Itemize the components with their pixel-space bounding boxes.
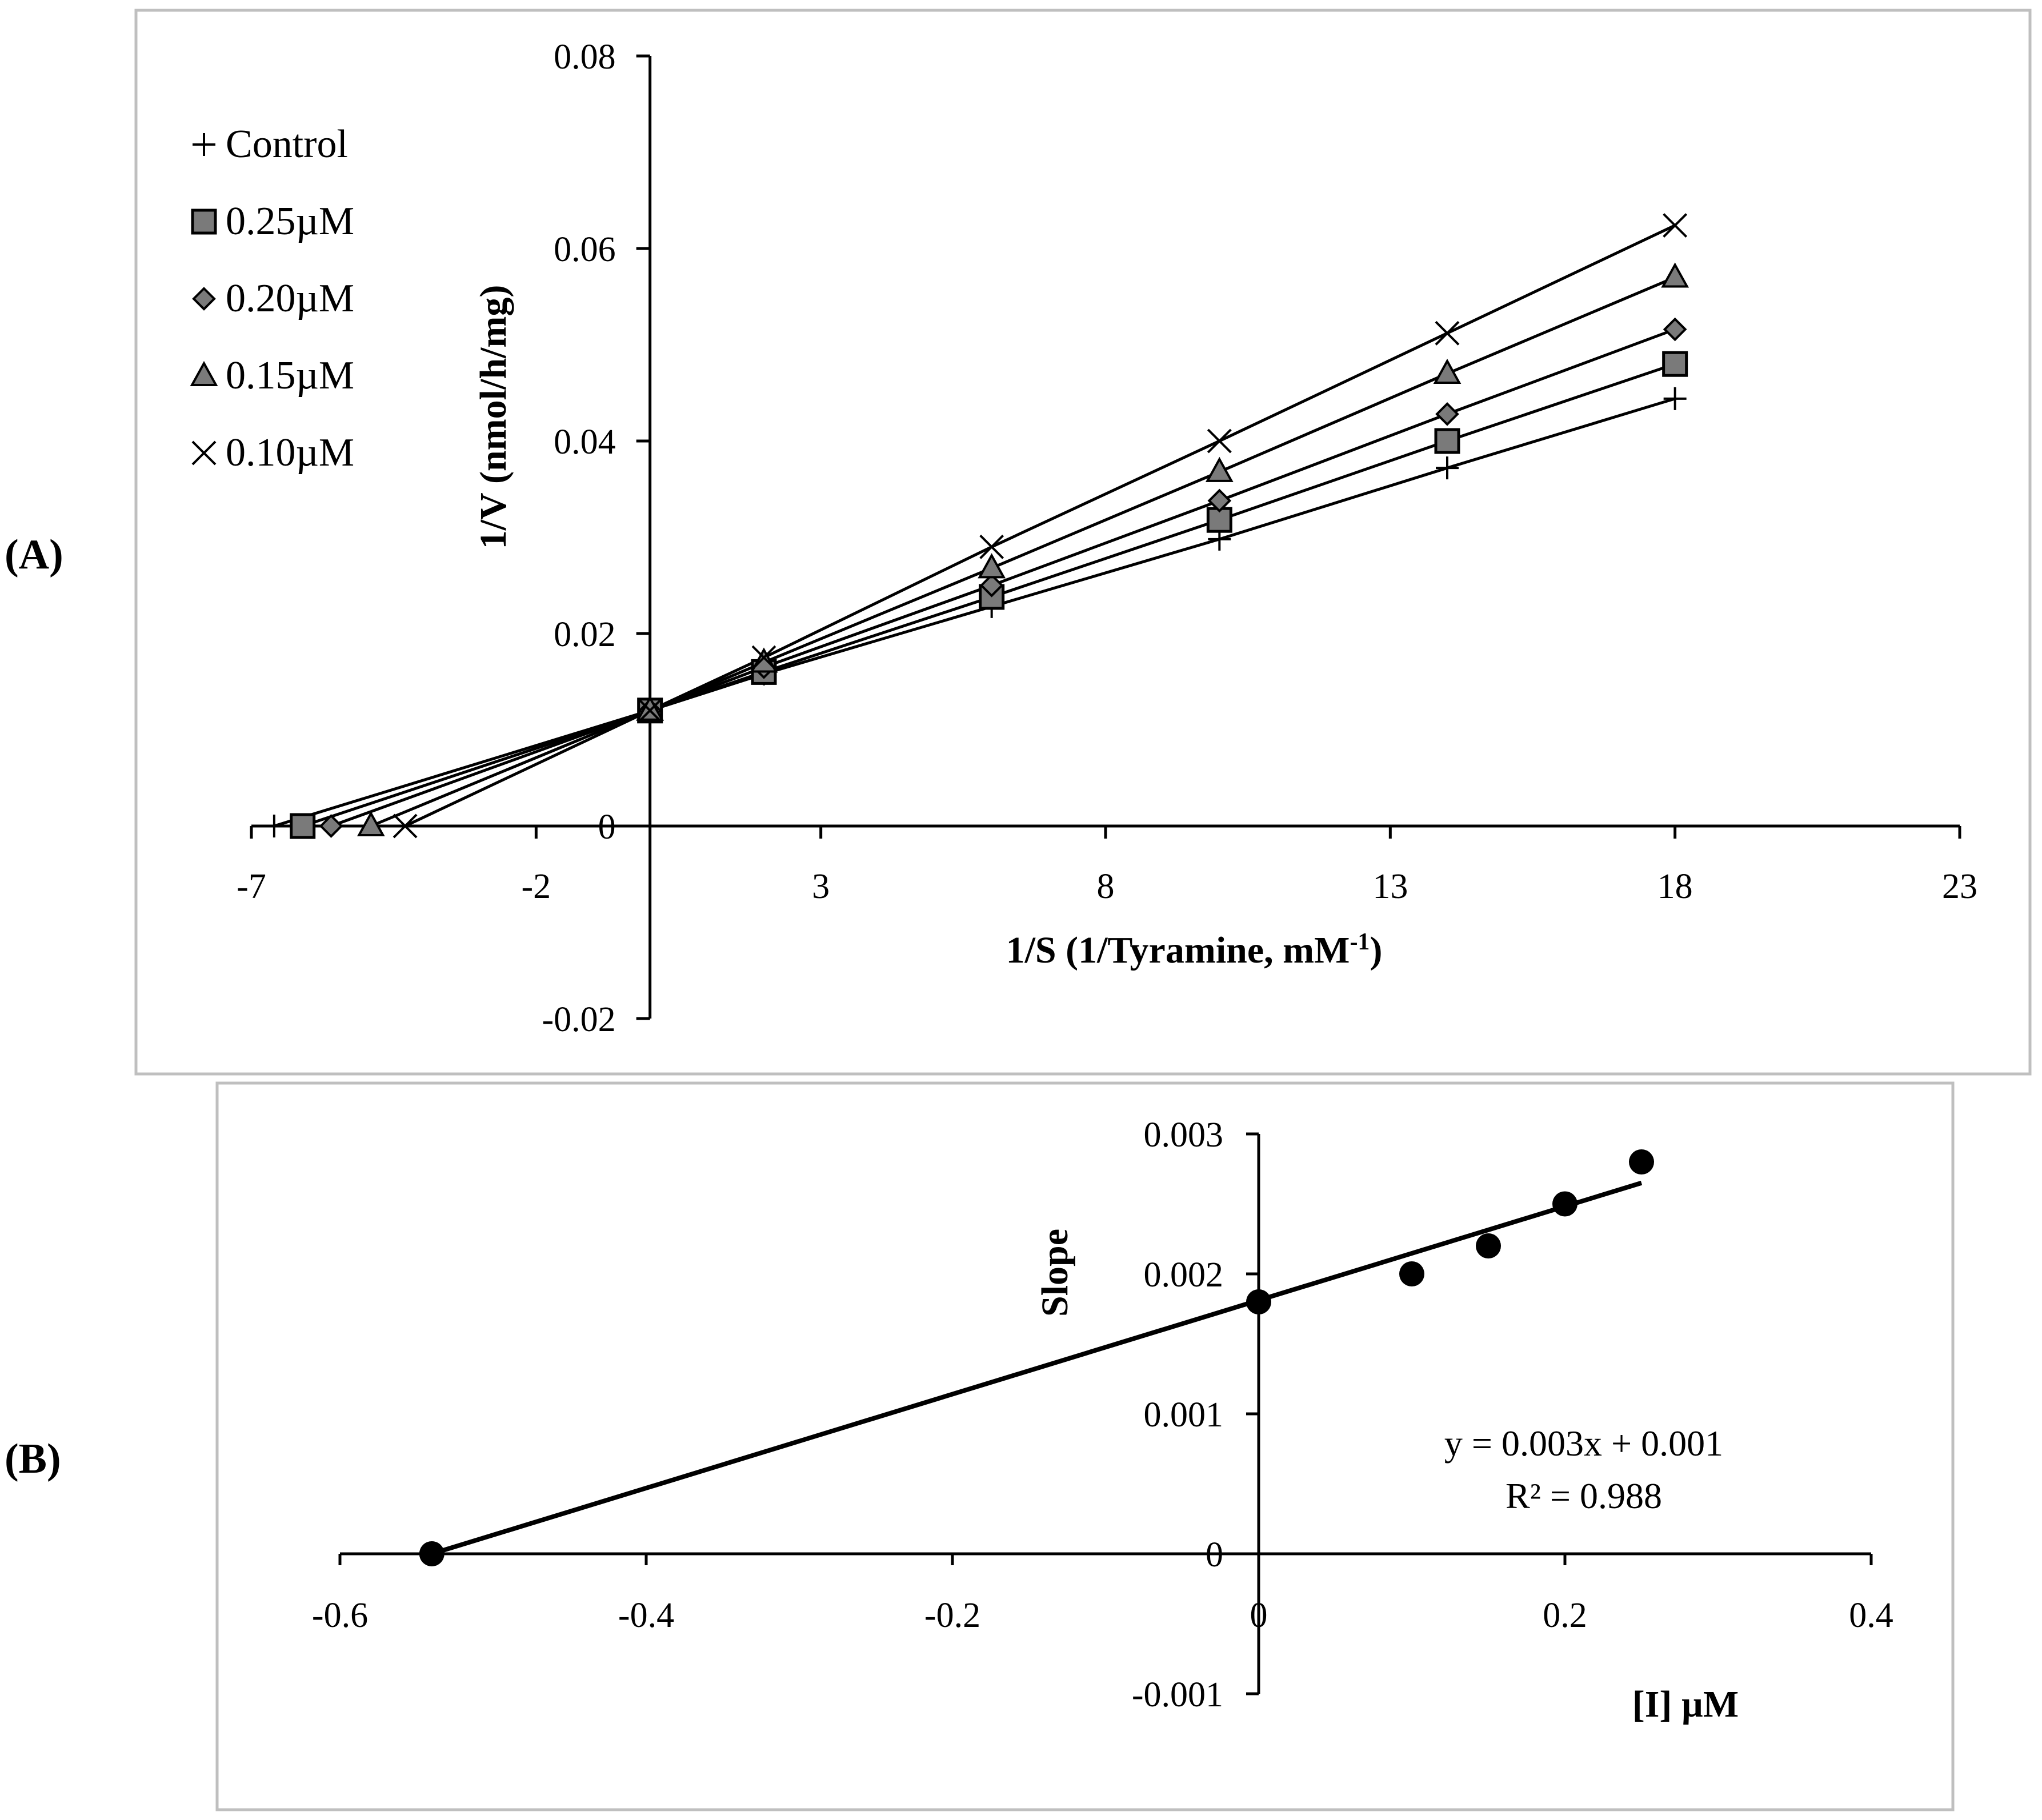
chart-b-y-tick-label: 0.003 (1144, 1116, 1224, 1154)
chart-a-x-tick-label: -7 (237, 867, 266, 906)
chart-a-x-tick-label: 23 (1942, 867, 1977, 906)
chart-b-equation: y = 0.003x + 0.001 (1444, 1423, 1723, 1464)
legend-marker-2 (192, 287, 216, 311)
chart-b-x-tick-label: 0.2 (1543, 1596, 1587, 1635)
data-point-s2-3 (979, 573, 1004, 598)
data-point-s0-6 (1663, 387, 1687, 410)
chart-b-r-squared: R² = 0.988 (1506, 1476, 1662, 1516)
chart-b-x-tick-label: -0.2 (924, 1596, 980, 1635)
legend-entry-4: 0.10µM (191, 431, 354, 475)
data-point-s1-0 (290, 813, 316, 839)
legend-marker-3 (190, 360, 218, 386)
data-point-4 (1552, 1191, 1577, 1217)
legend-label: Control (226, 122, 348, 166)
chart-b-x-tick-label: 0 (1250, 1596, 1268, 1635)
data-point-s3-4 (1205, 456, 1234, 482)
chart-a-y-tick-label: 0 (598, 808, 616, 847)
legend-marker-4 (191, 440, 217, 466)
data-point-s0-5 (1436, 456, 1459, 480)
chart-a-x-tick-label: -2 (522, 867, 551, 906)
data-point-0 (419, 1541, 445, 1566)
data-point-s3-1 (636, 695, 664, 721)
data-point-1 (1246, 1289, 1271, 1314)
chart-a-x-tick-label: 18 (1657, 867, 1693, 906)
chart-b-x-axis-title: [I] µM (1632, 1683, 1739, 1725)
chart-b-x-tick-label: 0.4 (1849, 1596, 1893, 1635)
legend-label: 0.20µM (226, 276, 354, 320)
chart-a-markers (262, 213, 1689, 839)
data-point-s3-3 (978, 553, 1006, 579)
panel-a-frame (134, 9, 2032, 1076)
data-point-s2-0 (319, 814, 343, 838)
series-line-3 (370, 276, 1676, 828)
data-point-s4-5 (1435, 320, 1460, 346)
chart-b-trendline-group (431, 1180, 1643, 1556)
chart-a-x-tick-label: 8 (1097, 867, 1115, 906)
legend-entry-1: 0.25µM (191, 199, 354, 243)
data-point-s3-2 (750, 647, 778, 673)
chart-b-points (419, 1149, 1654, 1566)
chart-b-x-tick-label: -0.4 (618, 1596, 674, 1635)
legend-marker-1 (191, 209, 217, 235)
chart-b-y-tick-label: -0.001 (1132, 1675, 1223, 1714)
chart-a-tick-labels: -7 -2 3 8 13 18 23 -0.02 0 0.02 0.04 0.06 0.08 (237, 38, 1977, 1039)
data-point-s4-6 (1663, 213, 1688, 238)
panel-b-label: (B) (5, 1436, 61, 1482)
chart-b-y-tick-label: 0 (1206, 1536, 1223, 1574)
chart-b-y-axis-title: Slope (1034, 1229, 1076, 1317)
chart-b-axes (338, 1132, 1873, 1695)
data-point-s3-0 (357, 811, 385, 836)
data-point-s4-0 (393, 813, 418, 839)
panel-a-label: (A) (5, 531, 63, 578)
chart-a-y-tick-label: -0.02 (542, 1000, 616, 1039)
series-line-4 (405, 224, 1676, 828)
trendline (431, 1180, 1643, 1556)
chart-a-y-tick-label: 0.08 (554, 38, 616, 77)
data-point-5 (1629, 1149, 1654, 1174)
chart-a-x-tick-label: 13 (1372, 867, 1408, 906)
chart-b-x-tick-label: -0.6 (312, 1596, 368, 1635)
data-point-s4-2 (751, 645, 776, 670)
data-point-s4-1 (638, 698, 663, 723)
data-point-2 (1399, 1261, 1424, 1286)
chart-a: -7 -2 3 8 13 18 23 -0.02 0 0.02 0.04 0.06 0.08 1/S (… (190, 38, 1977, 1039)
legend-marker-0 (193, 133, 215, 156)
chart-b: -0.6 -0.4 -0.2 0 0.2 0.4 -0.001 0 0.001 0.002 0.00… (312, 1116, 1893, 1725)
data-point-s3-5 (1433, 358, 1462, 384)
data-point-3 (1476, 1233, 1501, 1258)
panel-b-frame (215, 1081, 1955, 1811)
data-point-s2-5 (1435, 402, 1459, 426)
data-point-s2-6 (1663, 317, 1687, 342)
data-point-s4-4 (1207, 428, 1232, 454)
data-point-s1-6 (1662, 351, 1688, 377)
data-point-s3-6 (1661, 262, 1689, 288)
data-point-s4-3 (979, 534, 1004, 559)
chart-a-legend: Control 0.25µM 0.20µM 0.15µM 0.10µM (190, 122, 354, 475)
chart-a-y-axis-title: 1/V (nmol/h/mg) (473, 285, 514, 550)
chart-a-y-tick-label: 0.02 (554, 615, 616, 654)
data-point-s2-4 (1207, 488, 1232, 513)
chart-b-y-tick-label: 0.002 (1144, 1256, 1224, 1294)
chart-b-y-tick-label: 0.001 (1144, 1396, 1224, 1434)
legend-entry-0: Control (193, 122, 348, 166)
chart-a-y-tick-label: 0.04 (554, 423, 616, 462)
chart-a-x-tick-label: 3 (812, 867, 830, 906)
chart-b-tick-labels: -0.6 -0.4 -0.2 0 0.2 0.4 -0.001 0 0.001 0.002 0.00… (312, 1116, 1893, 1714)
legend-label: 0.10µM (226, 431, 354, 475)
chart-a-y-tick-label: 0.06 (554, 230, 616, 269)
data-point-s1-5 (1434, 428, 1460, 454)
data-point-s0-0 (262, 815, 286, 837)
legend-entry-2: 0.20µM (192, 276, 354, 320)
legend-label: 0.15µM (226, 354, 354, 398)
legend-label: 0.25µM (226, 199, 354, 243)
chart-a-axes (250, 54, 1961, 1020)
chart-a-x-axis-title: 1/S (1/Tyramine, mM-1) (1006, 929, 1383, 971)
legend-entry-3: 0.15µM (190, 354, 354, 398)
